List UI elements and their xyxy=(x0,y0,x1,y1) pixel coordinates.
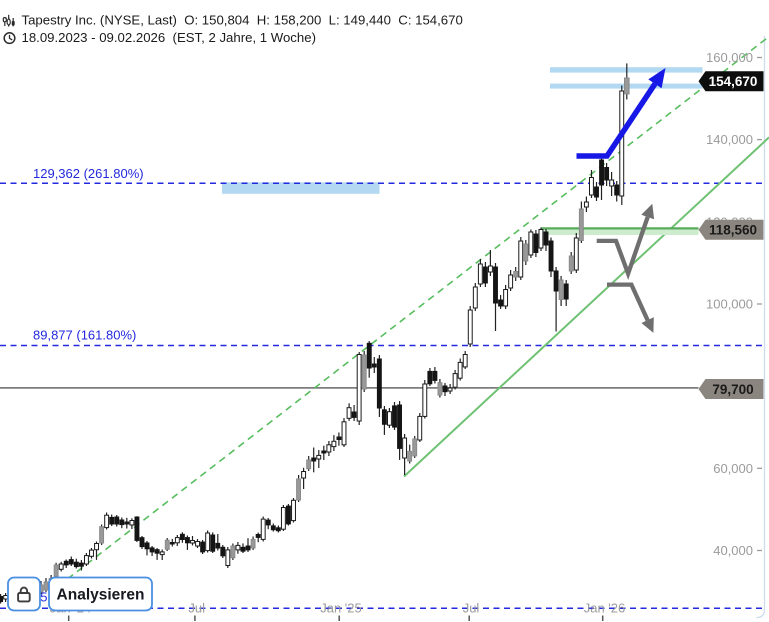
svg-text:118,560: 118,560 xyxy=(709,223,757,238)
svg-text:18.09.2023 - 09.02.2026 (EST,: 18.09.2023 - 09.02.2026 (EST, 2 Jahre, 1… xyxy=(22,30,316,45)
svg-text:Tapestry Inc. (NYSE, Last) O:: Tapestry Inc. (NYSE, Last) O: 150,804 H:… xyxy=(22,13,463,28)
svg-text:60,000: 60,000 xyxy=(713,461,753,476)
svg-text:40,000: 40,000 xyxy=(713,543,753,558)
svg-text:89,877 (161.80%): 89,877 (161.80%) xyxy=(33,328,136,343)
svg-text:Jan '25: Jan '25 xyxy=(320,601,362,616)
svg-text:Analysieren: Analysieren xyxy=(57,587,145,604)
svg-text:129,362 (261.80%): 129,362 (261.80%) xyxy=(33,166,144,181)
svg-text:79,700: 79,700 xyxy=(712,382,753,397)
svg-text:Jan '26: Jan '26 xyxy=(584,601,626,616)
svg-text:160,000: 160,000 xyxy=(706,50,753,65)
svg-text:100,000: 100,000 xyxy=(706,297,753,312)
svg-text:154,670: 154,670 xyxy=(709,74,758,89)
svg-text:140,000: 140,000 xyxy=(706,132,753,147)
svg-text:Jul: Jul xyxy=(463,601,480,616)
svg-text:Jul: Jul xyxy=(188,601,205,616)
